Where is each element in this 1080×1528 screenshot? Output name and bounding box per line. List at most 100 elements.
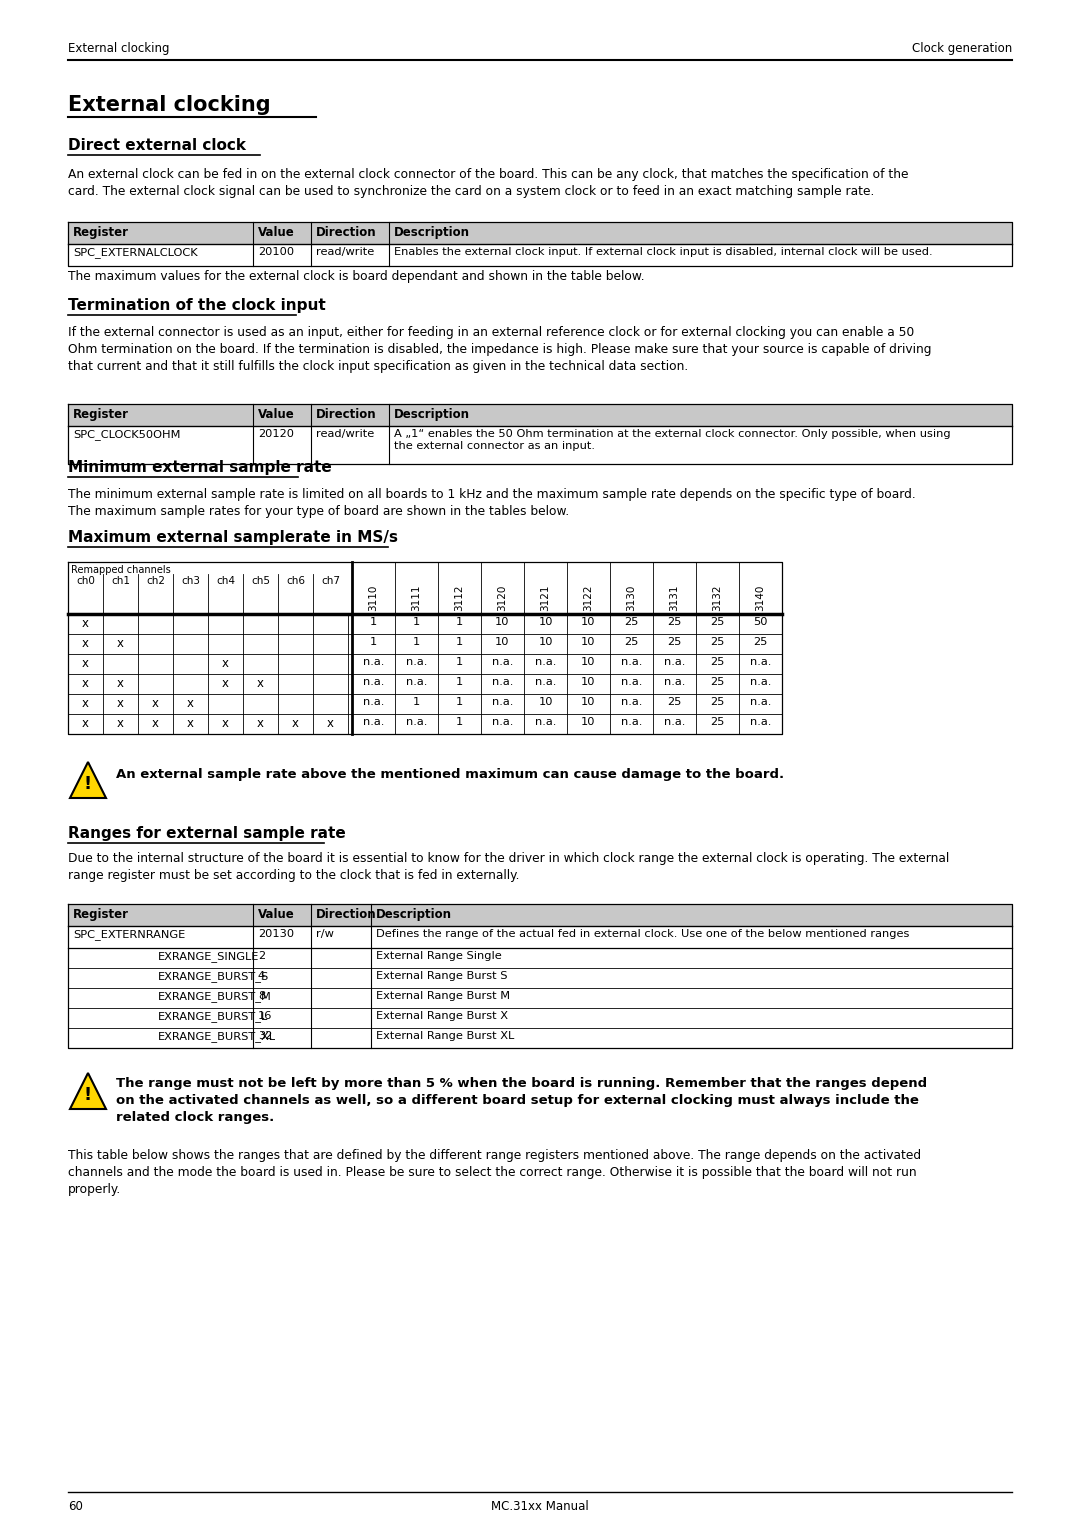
Text: 10: 10 bbox=[538, 617, 553, 626]
Text: 1: 1 bbox=[456, 717, 463, 727]
Text: EXRANGE_BURST_M: EXRANGE_BURST_M bbox=[158, 992, 272, 1002]
Text: x: x bbox=[257, 717, 264, 730]
Text: x: x bbox=[222, 717, 229, 730]
Text: n.a.: n.a. bbox=[491, 657, 513, 668]
Text: Description: Description bbox=[394, 226, 470, 238]
Text: 8: 8 bbox=[258, 992, 266, 1001]
Text: EXRANGE_SINGLE: EXRANGE_SINGLE bbox=[158, 950, 259, 963]
Text: n.a.: n.a. bbox=[491, 697, 513, 707]
Text: x: x bbox=[292, 717, 299, 730]
Text: 10: 10 bbox=[538, 637, 553, 646]
Text: 20130: 20130 bbox=[258, 929, 294, 940]
Text: x: x bbox=[82, 657, 89, 669]
Text: x: x bbox=[117, 717, 124, 730]
Text: 3111: 3111 bbox=[411, 585, 421, 611]
Text: 25: 25 bbox=[711, 617, 725, 626]
Text: External Range Burst M: External Range Burst M bbox=[376, 992, 510, 1001]
Text: 50: 50 bbox=[753, 617, 768, 626]
Text: External clocking: External clocking bbox=[68, 41, 170, 55]
Text: 10: 10 bbox=[538, 697, 553, 707]
Text: n.a.: n.a. bbox=[363, 697, 384, 707]
Text: 1: 1 bbox=[456, 657, 463, 668]
Text: x: x bbox=[257, 677, 264, 691]
Text: x: x bbox=[82, 637, 89, 649]
Text: n.a.: n.a. bbox=[750, 677, 771, 688]
Text: x: x bbox=[82, 617, 89, 630]
Text: 25: 25 bbox=[754, 637, 768, 646]
Text: 1: 1 bbox=[413, 697, 420, 707]
Text: !: ! bbox=[84, 775, 92, 793]
Text: n.a.: n.a. bbox=[363, 657, 384, 668]
Bar bbox=[68, 222, 1012, 244]
Text: x: x bbox=[117, 697, 124, 711]
Text: ch5: ch5 bbox=[251, 576, 270, 587]
Text: ch1: ch1 bbox=[111, 576, 130, 587]
Text: Value: Value bbox=[258, 908, 295, 921]
Text: The range must not be left by more than 5 % when the board is running. Remember : The range must not be left by more than … bbox=[116, 1077, 927, 1125]
Text: External clocking: External clocking bbox=[68, 95, 271, 115]
Text: Clock generation: Clock generation bbox=[912, 41, 1012, 55]
Text: 10: 10 bbox=[581, 677, 596, 688]
Text: n.a.: n.a. bbox=[491, 717, 513, 727]
Text: n.a.: n.a. bbox=[750, 697, 771, 707]
Text: n.a.: n.a. bbox=[750, 717, 771, 727]
Text: ch2: ch2 bbox=[146, 576, 165, 587]
Text: x: x bbox=[152, 697, 159, 711]
Text: If the external connector is used as an input, either for feeding in an external: If the external connector is used as an … bbox=[68, 325, 931, 373]
Text: 10: 10 bbox=[496, 617, 510, 626]
Text: n.a.: n.a. bbox=[621, 677, 643, 688]
Text: External Range Burst X: External Range Burst X bbox=[376, 1012, 508, 1021]
Text: 3130: 3130 bbox=[626, 585, 636, 611]
Text: Defines the range of the actual fed in external clock. Use one of the below ment: Defines the range of the actual fed in e… bbox=[376, 929, 909, 940]
Polygon shape bbox=[70, 1073, 106, 1109]
Text: 3112: 3112 bbox=[455, 585, 464, 611]
Text: 3132: 3132 bbox=[713, 585, 723, 611]
Text: 3131: 3131 bbox=[670, 585, 679, 611]
Text: Register: Register bbox=[73, 908, 129, 921]
Text: n.a.: n.a. bbox=[621, 697, 643, 707]
Text: 25: 25 bbox=[624, 617, 638, 626]
Text: n.a.: n.a. bbox=[535, 657, 556, 668]
Text: Remapped channels: Remapped channels bbox=[71, 565, 171, 575]
Text: 10: 10 bbox=[581, 657, 596, 668]
Text: An external sample rate above the mentioned maximum can cause damage to the boar: An external sample rate above the mentio… bbox=[116, 769, 784, 781]
Text: 60: 60 bbox=[68, 1500, 83, 1513]
Text: ch6: ch6 bbox=[286, 576, 305, 587]
Text: n.a.: n.a. bbox=[406, 677, 428, 688]
Text: x: x bbox=[187, 697, 194, 711]
Text: 1: 1 bbox=[456, 697, 463, 707]
Text: ch7: ch7 bbox=[321, 576, 340, 587]
Text: Register: Register bbox=[73, 408, 129, 422]
Text: 1: 1 bbox=[413, 617, 420, 626]
Text: x: x bbox=[117, 677, 124, 691]
Text: 25: 25 bbox=[711, 637, 725, 646]
Text: External Range Single: External Range Single bbox=[376, 950, 502, 961]
Text: 10: 10 bbox=[581, 697, 596, 707]
Text: x: x bbox=[152, 717, 159, 730]
Text: 25: 25 bbox=[711, 657, 725, 668]
Text: Direct external clock: Direct external clock bbox=[68, 138, 246, 153]
Text: read/write: read/write bbox=[316, 248, 375, 257]
Text: n.a.: n.a. bbox=[363, 677, 384, 688]
Text: 16: 16 bbox=[258, 1012, 272, 1021]
Text: A „1“ enables the 50 Ohm termination at the external clock connector. Only possi: A „1“ enables the 50 Ohm termination at … bbox=[394, 429, 950, 451]
Text: 1: 1 bbox=[456, 637, 463, 646]
Text: 3122: 3122 bbox=[583, 585, 594, 611]
Bar bbox=[68, 403, 1012, 426]
Text: !: ! bbox=[84, 1086, 92, 1105]
Text: x: x bbox=[82, 717, 89, 730]
Text: r/w: r/w bbox=[316, 929, 334, 940]
Text: 32: 32 bbox=[258, 1031, 272, 1041]
Text: Value: Value bbox=[258, 226, 295, 238]
Text: 20120: 20120 bbox=[258, 429, 294, 439]
Text: 1: 1 bbox=[369, 617, 377, 626]
Text: x: x bbox=[82, 677, 89, 691]
Text: n.a.: n.a. bbox=[621, 717, 643, 727]
Text: MC.31xx Manual: MC.31xx Manual bbox=[491, 1500, 589, 1513]
Text: Direction: Direction bbox=[316, 226, 377, 238]
Text: x: x bbox=[222, 657, 229, 669]
Text: ch4: ch4 bbox=[216, 576, 235, 587]
Text: Register: Register bbox=[73, 226, 129, 238]
Text: x: x bbox=[187, 717, 194, 730]
Text: EXRANGE_BURST_L: EXRANGE_BURST_L bbox=[158, 1012, 268, 1022]
